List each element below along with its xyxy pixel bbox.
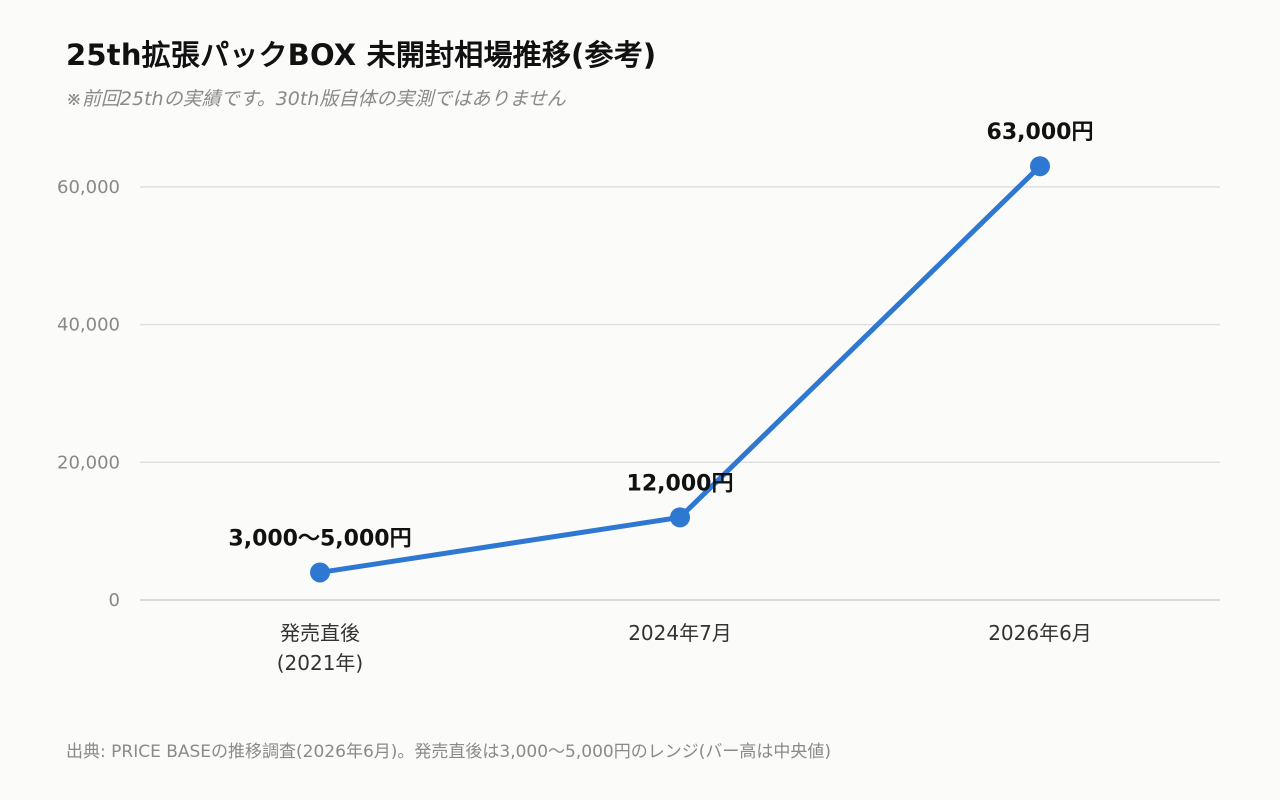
y-tick-label: 0 xyxy=(109,590,120,611)
chart-subtitle: ※前回25thの実績です。30th版自体の実測ではありません xyxy=(66,88,566,110)
chart-title: 25th拡張パックBOX 未開封相場推移(参考) xyxy=(66,38,657,72)
y-tick-label: 20,000 xyxy=(57,452,120,473)
x-category-label: 発売直後(2021年) xyxy=(277,621,364,675)
y-axis-ticks: 0 20,000 40,000 60,000 xyxy=(57,177,120,611)
x-category-label: 2024年7月 xyxy=(628,621,732,645)
data-point xyxy=(1030,156,1050,177)
grid-lines xyxy=(140,186,1220,601)
data-label: 3,000〜5,000円 xyxy=(228,526,411,551)
y-tick-label: 40,000 xyxy=(57,315,120,336)
x-axis-categories: 発売直後(2021年) 2024年7月 2026年6月 xyxy=(277,621,1092,675)
data-labels: 3,000〜5,000円 12,000円 63,000円 xyxy=(228,120,1093,551)
series-points xyxy=(310,156,1050,583)
data-point xyxy=(310,562,330,583)
x-category-label: 2026年6月 xyxy=(988,621,1092,645)
source-note: 出典: PRICE BASEの推移調査(2026年6月)。発売直後は3,000〜… xyxy=(66,742,831,762)
data-label: 63,000円 xyxy=(987,120,1094,145)
y-tick-label: 60,000 xyxy=(57,177,120,198)
data-label: 12,000円 xyxy=(627,471,734,496)
data-point xyxy=(670,507,690,528)
